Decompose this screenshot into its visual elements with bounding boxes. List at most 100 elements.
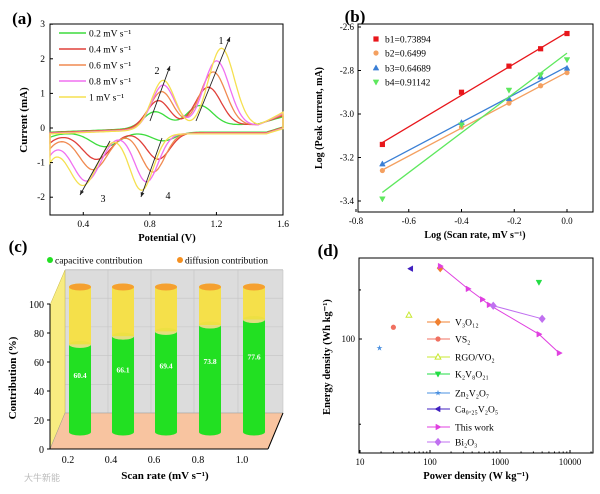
legend-marker [177, 257, 183, 263]
y-tick-label: 80 [34, 329, 44, 340]
x-tick-label: 10000 [559, 457, 582, 467]
legend-label: b3=0.64689 [385, 65, 431, 75]
capacitive-segment [243, 319, 265, 436]
x-axis-depth [267, 412, 284, 450]
data-point [563, 57, 571, 64]
cylinder-bar: 77.6 [243, 283, 265, 436]
contribution-chart: 0 20 40 60 80 100 60.4 0.2 66.1 0.4 69.4 0.6 73.8 0.8… [7, 256, 284, 483]
y-tick-label: 3 [40, 20, 45, 30]
data-label: 73.8 [203, 357, 216, 366]
y-tick-label: 100 [29, 300, 44, 311]
watermark: 大牛新能 [24, 472, 60, 483]
x-tick-label: -0.8 [349, 216, 364, 226]
x-axis-label: Log (Scan rate, mV s⁻¹) [424, 230, 525, 241]
series-line [493, 305, 543, 320]
y-tick-label: 2 [40, 55, 45, 65]
fit-line [382, 71, 568, 171]
data-point [486, 301, 493, 309]
data-point [407, 265, 414, 272]
data-point [505, 87, 513, 94]
y-tick-label: 100 [342, 334, 356, 344]
x-tick-label: 10 [356, 457, 366, 467]
x-tick-label: 0.4 [105, 455, 118, 466]
legend-label: 1 mV s⁻¹ [89, 94, 124, 104]
diffusion-segment [155, 283, 177, 332]
arrow-4 [140, 137, 163, 198]
data-point [506, 63, 512, 69]
diffusion-segment [69, 283, 92, 345]
legend-label: 0.2 mV s⁻¹ [89, 30, 131, 40]
fit-line [382, 65, 568, 165]
diffusion-segment [243, 283, 265, 320]
segment-boundary [69, 340, 91, 348]
legend-item: 1 mV s⁻¹ [59, 94, 124, 104]
x-tick-label: 0.8 [192, 455, 205, 466]
x-axis-label: Potential (V) [138, 233, 196, 244]
cylinder-bar: 69.4 [155, 283, 177, 436]
legend-label: Bi₂O₃ [455, 439, 477, 449]
data-point [538, 46, 544, 52]
legend-label: RGO/VO₂ [455, 354, 495, 364]
series [376, 344, 383, 351]
arrow-3 [79, 140, 111, 196]
data-point [405, 311, 413, 318]
legend-marker [435, 389, 441, 396]
data-point [506, 100, 512, 106]
cylinder-bar: 66.1 [112, 283, 134, 436]
cylinder-top [199, 283, 221, 291]
arrow-1 [195, 36, 231, 122]
annotation-label: 2 [155, 66, 160, 77]
y-tick-label: -2.8 [340, 66, 355, 76]
legend-label: b2=0.6499 [385, 50, 426, 60]
legend-label: Zn₂V₂O₇ [455, 390, 489, 400]
legend-marker [434, 352, 442, 360]
y-axis-label: Contribution (%) [7, 336, 19, 419]
annotation-label: 1 [219, 36, 224, 47]
cylinder-bar: 73.8 [199, 283, 222, 436]
data-point [535, 279, 543, 286]
legend-marker [47, 257, 53, 263]
panel-label: (d) [318, 241, 339, 260]
segment-boundary [155, 327, 177, 335]
legend-label: diffusion contribution [185, 256, 268, 267]
data-point [458, 122, 465, 129]
y-tick-label: 60 [34, 358, 44, 369]
data-point [538, 314, 546, 323]
x-tick-label: 0.0 [561, 216, 573, 226]
segment-boundary [112, 332, 134, 340]
y-tick-label: 40 [34, 387, 44, 398]
data-point [536, 330, 543, 338]
fit-line [381, 52, 568, 193]
data-point [564, 30, 570, 37]
cylinder-top [69, 283, 91, 291]
y-tick-label: 20 [34, 416, 44, 427]
plot-frame [358, 257, 594, 454]
capacitive-segment [69, 344, 92, 436]
x-axis-label: Power density (W kg⁻¹) [423, 471, 529, 482]
legend-label: V₃O₁₂ [455, 319, 479, 329]
x-tick-label: 0.8 [144, 220, 156, 230]
series [390, 324, 396, 330]
segment-boundary [199, 321, 221, 329]
data-point [390, 324, 396, 330]
legend-label: b1=0.73894 [385, 36, 431, 46]
panel-label: (c) [9, 237, 28, 256]
x-tick-label: 1.0 [236, 455, 249, 466]
diffusion-segment [199, 283, 221, 325]
legend-marker [434, 405, 441, 413]
y-tick-label: 0 [40, 124, 45, 134]
data-point [538, 83, 544, 89]
y-tick-label: -3.4 [340, 196, 355, 206]
cylinder-bar: 60.4 [69, 283, 92, 436]
data-point [379, 160, 386, 167]
series [489, 301, 546, 323]
legend-label: 0.8 mV s⁻¹ [89, 78, 131, 88]
y-axis-label: Log (Peak current, mA) [314, 67, 325, 169]
legend-label: b4=0.91142 [385, 79, 431, 89]
y-tick-label: 0 [39, 445, 44, 456]
cylinder-top [112, 283, 134, 291]
y-tick-label: -3.2 [340, 153, 354, 163]
y-axis-label: Energy density (Wh kg⁻¹) [322, 299, 333, 415]
data-point [564, 70, 570, 76]
